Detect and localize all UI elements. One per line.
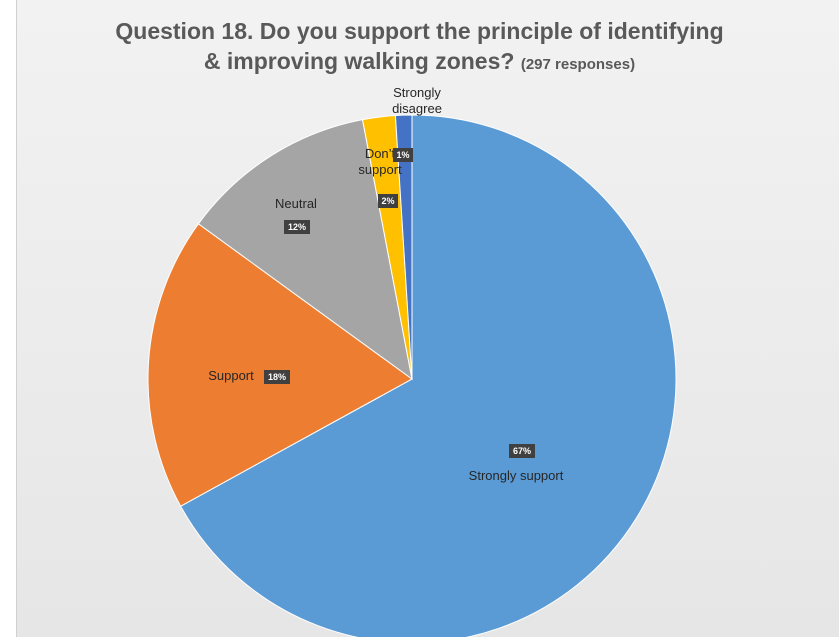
pie-slice-strongly-disagree bbox=[394, 114, 413, 380]
pie-slice-strongly-support bbox=[179, 114, 677, 637]
chart-title: Question 18. Do you support the principl… bbox=[0, 16, 839, 80]
pie-slice-support bbox=[147, 223, 413, 507]
svg-text:12%: 12% bbox=[288, 222, 306, 232]
svg-text:18%: 18% bbox=[268, 372, 286, 382]
svg-text:67%: 67% bbox=[513, 446, 531, 456]
slice-value-strongly-support: 67% bbox=[509, 444, 535, 458]
slice-label-strongly-support: Strongly support bbox=[469, 468, 564, 483]
chart-title-line1: Question 18. Do you support the principl… bbox=[115, 18, 724, 44]
slice-label-strongly-disagree: Strongly disagree bbox=[392, 85, 442, 116]
slice-label-support: Support bbox=[208, 368, 254, 383]
slice-value-support: 18% bbox=[264, 370, 290, 384]
svg-text:1%: 1% bbox=[396, 150, 409, 160]
slice-value-strongly-disagree: 1% bbox=[393, 148, 413, 162]
slice-label-dont-support: Don’t support bbox=[358, 146, 402, 177]
pie-slice-neutral bbox=[197, 119, 413, 381]
svg-text:2%: 2% bbox=[381, 196, 394, 206]
slice-value-neutral: 12% bbox=[284, 220, 310, 234]
chart-subtitle: (297 responses) bbox=[520, 56, 636, 73]
slice-value-dont-support: 2% bbox=[378, 194, 398, 208]
slice-label-neutral: Neutral bbox=[275, 196, 317, 211]
chart-title-line2: & improving walking zones? bbox=[203, 48, 515, 74]
